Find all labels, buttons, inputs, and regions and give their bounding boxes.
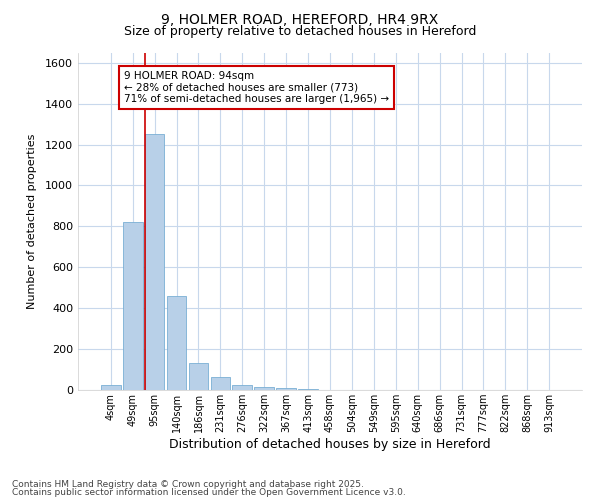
Text: Contains public sector information licensed under the Open Government Licence v3: Contains public sector information licen… xyxy=(12,488,406,497)
Text: 9 HOLMER ROAD: 94sqm
← 28% of detached houses are smaller (773)
71% of semi-deta: 9 HOLMER ROAD: 94sqm ← 28% of detached h… xyxy=(124,71,389,104)
Bar xyxy=(145,134,164,390)
Text: 9, HOLMER ROAD, HEREFORD, HR4 9RX: 9, HOLMER ROAD, HEREFORD, HR4 9RX xyxy=(161,12,439,26)
Text: Size of property relative to detached houses in Hereford: Size of property relative to detached ho… xyxy=(124,25,476,38)
Bar xyxy=(298,389,318,390)
X-axis label: Distribution of detached houses by size in Hereford: Distribution of detached houses by size … xyxy=(169,438,491,451)
Bar xyxy=(232,385,252,390)
Bar xyxy=(276,388,296,390)
Bar xyxy=(123,222,143,390)
Bar xyxy=(101,385,121,390)
Bar xyxy=(254,387,274,390)
Bar xyxy=(167,296,187,390)
Text: Contains HM Land Registry data © Crown copyright and database right 2025.: Contains HM Land Registry data © Crown c… xyxy=(12,480,364,489)
Bar xyxy=(188,364,208,390)
Y-axis label: Number of detached properties: Number of detached properties xyxy=(26,134,37,309)
Bar xyxy=(211,376,230,390)
